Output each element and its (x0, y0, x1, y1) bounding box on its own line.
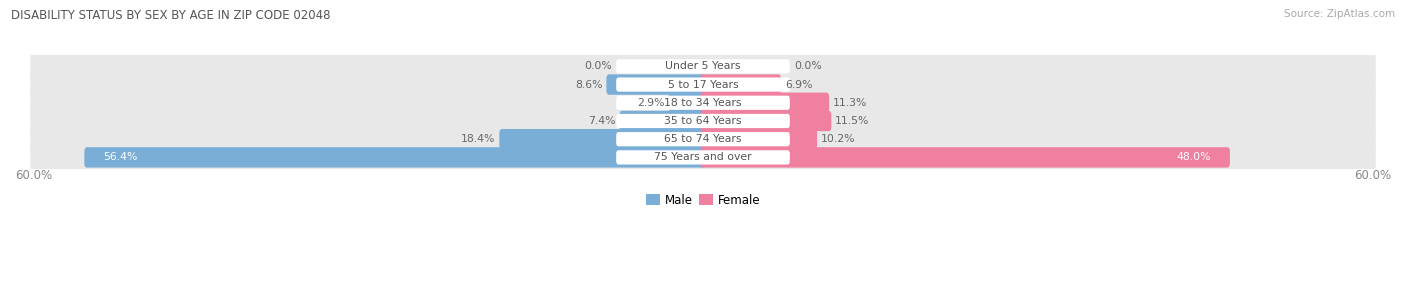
FancyBboxPatch shape (616, 78, 790, 92)
Text: 60.0%: 60.0% (1354, 169, 1391, 182)
FancyBboxPatch shape (616, 114, 790, 128)
FancyBboxPatch shape (700, 147, 1230, 168)
Text: 10.2%: 10.2% (821, 134, 855, 144)
Text: 8.6%: 8.6% (575, 80, 603, 90)
FancyBboxPatch shape (499, 129, 706, 149)
Text: 0.0%: 0.0% (794, 61, 823, 71)
Text: 5 to 17 Years: 5 to 17 Years (668, 80, 738, 90)
Text: Source: ZipAtlas.com: Source: ZipAtlas.com (1284, 9, 1395, 19)
FancyBboxPatch shape (606, 74, 706, 95)
FancyBboxPatch shape (616, 96, 790, 110)
Text: 65 to 74 Years: 65 to 74 Years (664, 134, 742, 144)
FancyBboxPatch shape (700, 93, 830, 113)
Text: 2.9%: 2.9% (637, 98, 665, 108)
Text: 7.4%: 7.4% (588, 116, 616, 126)
Text: 18 to 34 Years: 18 to 34 Years (664, 98, 742, 108)
Text: 11.3%: 11.3% (832, 98, 868, 108)
FancyBboxPatch shape (669, 93, 706, 113)
Text: 75 Years and over: 75 Years and over (654, 152, 752, 162)
FancyBboxPatch shape (84, 147, 706, 168)
Text: 56.4%: 56.4% (104, 152, 138, 162)
FancyBboxPatch shape (31, 69, 1375, 100)
FancyBboxPatch shape (31, 51, 1375, 82)
Legend: Male, Female: Male, Female (641, 189, 765, 212)
FancyBboxPatch shape (616, 150, 790, 164)
Text: 35 to 64 Years: 35 to 64 Years (664, 116, 742, 126)
FancyBboxPatch shape (616, 59, 790, 74)
FancyBboxPatch shape (31, 124, 1375, 155)
FancyBboxPatch shape (700, 129, 817, 149)
FancyBboxPatch shape (31, 105, 1375, 136)
Text: 0.0%: 0.0% (583, 61, 612, 71)
Text: 11.5%: 11.5% (835, 116, 869, 126)
Text: Under 5 Years: Under 5 Years (665, 61, 741, 71)
FancyBboxPatch shape (616, 132, 790, 146)
Text: 6.9%: 6.9% (785, 80, 813, 90)
FancyBboxPatch shape (700, 74, 782, 95)
FancyBboxPatch shape (31, 87, 1375, 118)
Text: DISABILITY STATUS BY SEX BY AGE IN ZIP CODE 02048: DISABILITY STATUS BY SEX BY AGE IN ZIP C… (11, 9, 330, 22)
Text: 18.4%: 18.4% (461, 134, 495, 144)
FancyBboxPatch shape (620, 111, 706, 131)
FancyBboxPatch shape (700, 111, 831, 131)
FancyBboxPatch shape (31, 142, 1375, 173)
Text: 60.0%: 60.0% (15, 169, 52, 182)
Text: 48.0%: 48.0% (1177, 152, 1211, 162)
